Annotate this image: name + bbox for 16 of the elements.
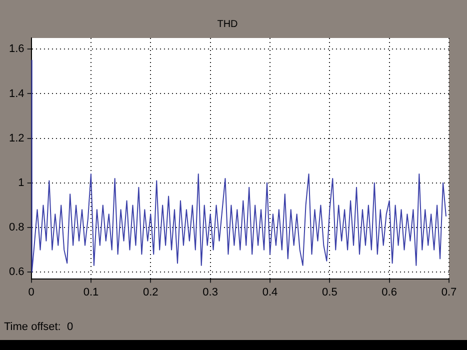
x-tick-label: 0.5 — [322, 286, 338, 298]
y-tick-label: 0.8 — [8, 222, 24, 234]
y-tick-label: 1.6 — [8, 43, 24, 56]
x-tick-label: 0 — [28, 286, 34, 298]
y-tick-label: 1.4 — [8, 88, 24, 100]
x-tick-label: 0.7 — [441, 286, 457, 298]
x-tick-label: 0.6 — [382, 286, 397, 298]
y-tick-label: 1.2 — [8, 132, 24, 144]
chart-title: THD — [217, 18, 238, 30]
text: Time offset: 0 — [4, 321, 74, 334]
y-tick-label: 1 — [18, 176, 24, 189]
x-tick-label: 0.1 — [83, 286, 99, 298]
x-tick-label: 0.2 — [142, 286, 158, 298]
x-tick-label: 0.4 — [262, 286, 278, 298]
y-tick-label: 0.6 — [8, 266, 24, 278]
x-tick-label: 0.3 — [202, 286, 218, 298]
